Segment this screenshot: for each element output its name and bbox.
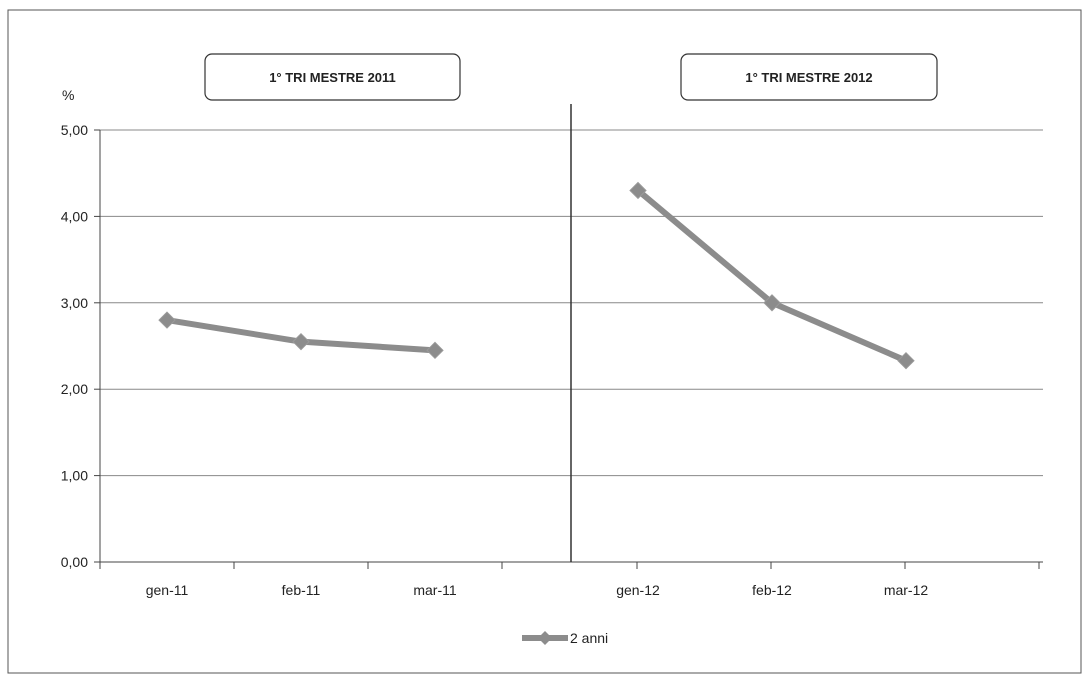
data-point-marker <box>158 311 176 329</box>
chart-frame <box>7 9 1082 674</box>
y-tick-label: 2,00 <box>61 381 88 397</box>
y-tick-label: 4,00 <box>61 208 88 224</box>
data-point-marker <box>897 351 915 370</box>
x-tick-label: mar-12 <box>884 582 929 598</box>
x-tick-label: feb-11 <box>282 582 321 598</box>
y-tick-label: 0,00 <box>61 554 88 570</box>
y-tick-label: 3,00 <box>61 295 88 311</box>
y-tick-labels: 0,00 1,00 2,00 3,00 4,00 5,00 <box>61 122 88 570</box>
panel-title-box <box>204 53 461 101</box>
y-tick-label: 1,00 <box>61 468 88 484</box>
panel-title-box <box>680 53 938 101</box>
data-point-marker <box>629 181 647 200</box>
x-tick-label: feb-12 <box>752 582 792 598</box>
panel-title: 1° TRI MESTRE 2011 <box>269 70 396 85</box>
axes <box>94 104 1043 569</box>
legend-label: 2 anni <box>570 630 608 646</box>
series-lines <box>158 181 915 370</box>
panel-titles: 1° TRI MESTRE 2011 1° TRI MESTRE 2012 <box>204 53 938 101</box>
legend: 2 anni <box>522 630 608 646</box>
y-tick-label: 5,00 <box>61 122 88 138</box>
x-tick-label: gen-12 <box>616 582 660 598</box>
y-axis-label: % <box>62 87 74 103</box>
data-point-marker <box>426 341 444 360</box>
x-tick-label: gen-11 <box>146 582 189 598</box>
data-point-marker <box>292 332 310 351</box>
legend-marker <box>538 631 552 645</box>
x-tick-labels: gen-11 feb-11 mar-11 gen-12 feb-12 mar-12 <box>146 582 929 598</box>
x-tick-label: mar-11 <box>413 582 457 598</box>
data-point-marker <box>763 294 781 312</box>
panel-title: 1° TRI MESTRE 2012 <box>745 70 872 85</box>
